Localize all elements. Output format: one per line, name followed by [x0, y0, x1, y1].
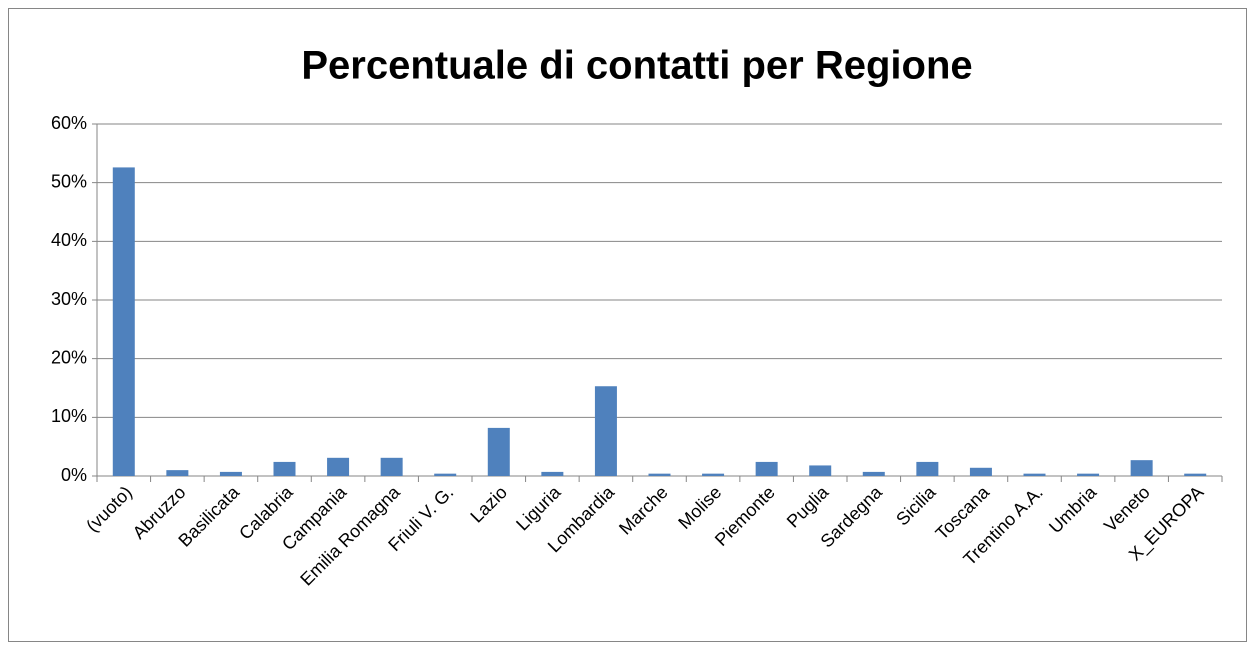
y-tick-label: 0% — [61, 465, 87, 485]
bar — [1184, 473, 1207, 476]
bar — [594, 386, 617, 476]
bar — [916, 461, 939, 476]
bar — [434, 473, 457, 476]
y-tick-label: 10% — [51, 406, 87, 426]
bar — [112, 167, 135, 476]
bar — [380, 457, 403, 476]
bar — [648, 473, 671, 476]
bar — [166, 470, 189, 476]
bar — [809, 465, 832, 476]
bar — [541, 471, 564, 476]
y-tick-label: 20% — [51, 347, 87, 367]
bar — [1130, 460, 1153, 476]
bar — [862, 471, 885, 476]
chart-border — [8, 8, 1247, 642]
bar — [327, 457, 350, 476]
y-tick-label: 50% — [51, 171, 87, 191]
bar — [219, 471, 242, 476]
bar — [755, 461, 778, 476]
bar — [487, 427, 510, 476]
bar — [702, 473, 725, 476]
y-tick-label: 30% — [51, 289, 87, 309]
chart-title: Percentuale di contatti per Regione — [301, 44, 972, 88]
y-tick-label: 40% — [51, 230, 87, 250]
y-tick-label: 60% — [51, 113, 87, 133]
bar — [273, 461, 296, 476]
bar — [1023, 473, 1046, 476]
bar — [969, 467, 992, 476]
bar — [1077, 473, 1100, 476]
